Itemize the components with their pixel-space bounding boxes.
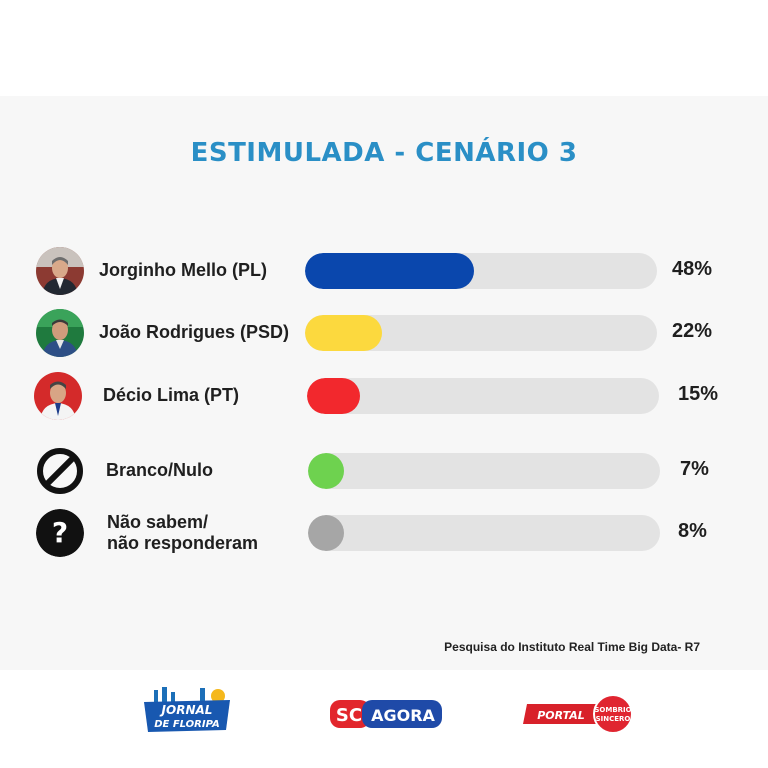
bar-nao-sabem: [308, 515, 344, 551]
question-icon: ?: [36, 509, 84, 557]
svg-text:DE FLORIPA: DE FLORIPA: [154, 719, 220, 730]
value-label: 48%: [672, 258, 713, 280]
bar-label: Branco/Nulo: [106, 460, 214, 480]
bar-joao-rodrigues: [305, 315, 383, 351]
bar-row-decio-lima: Décio Lima (PT) 15%: [0, 371, 768, 421]
bar-label: Não sabem/ não responderam: [107, 512, 259, 553]
svg-text:SC: SC: [336, 705, 362, 726]
bar-label: Jorginho Mello (PL): [99, 260, 267, 280]
bar-track: [305, 315, 657, 351]
svg-text:SINCERO: SINCERO: [596, 715, 631, 723]
sc-agora-logo: SC AGORA: [330, 686, 444, 734]
bar-track: [305, 253, 657, 289]
value-label: 8%: [678, 520, 707, 542]
bar-row-jorginho-mello: Jorginho Mello (PL) 48%: [0, 246, 768, 296]
svg-text:SOMBRIO: SOMBRIO: [594, 706, 631, 714]
bar-row-branco-nulo: Branco/Nulo 7%: [0, 446, 768, 496]
value-label: 15%: [678, 383, 719, 405]
bar-track: [308, 453, 660, 489]
bar-label: João Rodrigues (PSD): [99, 322, 290, 342]
svg-text:?: ?: [52, 516, 68, 549]
decio-lima-avatar: [34, 372, 82, 420]
bar-track: [308, 515, 660, 551]
jornal-de-floripa-logo: JORNAL DE FLORIPA: [140, 686, 234, 734]
svg-text:PORTAL: PORTAL: [537, 709, 585, 722]
jorginho-mello-avatar: [36, 247, 84, 295]
bar-branco-nulo: [308, 453, 344, 489]
joao-rodrigues-avatar: [36, 309, 84, 357]
bar-label: Décio Lima (PT): [103, 385, 240, 405]
chart-title: ESTIMULADA - CENÁRIO 3: [190, 138, 578, 168]
value-label: 22%: [672, 320, 713, 342]
svg-text:JORNAL: JORNAL: [160, 703, 213, 717]
bar-track: [307, 378, 659, 414]
svg-text:AGORA: AGORA: [371, 706, 435, 725]
bar-row-joao-rodrigues: João Rodrigues (PSD) 22%: [0, 308, 768, 358]
bar-row-nao-sabem: ? Não sabem/ não responderam 8%: [0, 508, 768, 558]
prohibited-icon: [36, 447, 84, 495]
bar-decio-lima: [307, 378, 360, 414]
bar-jorginho-mello: [305, 253, 474, 289]
portal-sombrio-sincero-logo: PORTAL SOMBRIO SINCERO: [521, 686, 635, 734]
value-label: 7%: [680, 458, 709, 480]
source-note: Pesquisa do Instituto Real Time Big Data…: [444, 640, 700, 654]
